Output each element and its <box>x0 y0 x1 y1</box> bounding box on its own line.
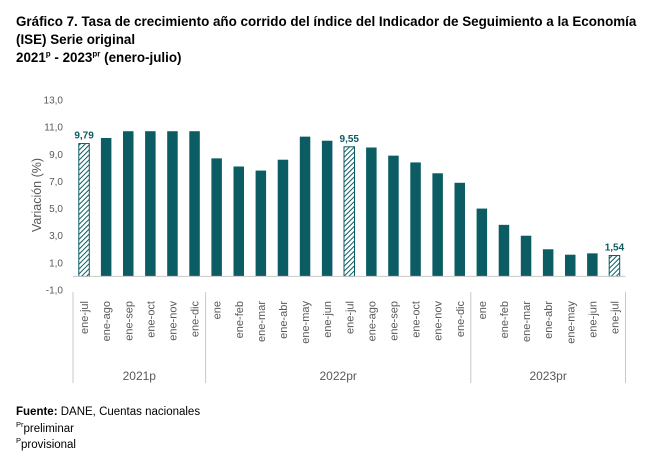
bar <box>454 182 465 277</box>
bar <box>388 155 399 277</box>
y-tick-label: 11,0 <box>44 123 63 134</box>
y-tick-label: -1,0 <box>46 286 64 297</box>
title-separator: - <box>50 50 63 65</box>
x-tick-label: ene-jun <box>587 301 599 338</box>
x-tick-label: ene-jul <box>344 301 356 334</box>
group-label: 2023pr <box>529 369 566 383</box>
x-tick-label: ene-feb <box>234 301 246 338</box>
bar <box>366 147 377 277</box>
bar <box>123 131 134 277</box>
bar <box>565 254 576 277</box>
bar <box>145 131 156 277</box>
x-tick-label: ene-oct <box>145 301 157 338</box>
title-year-start: 2021 <box>16 50 46 65</box>
note-preliminar-sup: Pr <box>16 419 24 429</box>
bar <box>255 170 267 277</box>
x-tick-label: ene-abr <box>543 301 555 339</box>
y-tick-label: 1,0 <box>49 258 63 269</box>
bar <box>321 140 333 277</box>
chart-plot-area: 13,0 11,0 9,0 7,0 5,0 3,0 1,0 -1,0 Variación (%)… <box>30 96 626 383</box>
bar <box>410 162 421 277</box>
x-tick-label: ene-may <box>300 301 312 344</box>
bar <box>277 159 289 277</box>
x-tick-label: ene-ago <box>366 301 378 341</box>
bar <box>587 253 598 277</box>
x-tick-label: ene-abr <box>278 301 290 339</box>
y-tick-label: 3,0 <box>49 231 63 242</box>
title-period: (enero-julio) <box>100 50 182 65</box>
title-line-1: Gráfico 7. Tasa de crecimiento año corri… <box>16 14 637 29</box>
bar <box>233 166 244 277</box>
y-tick-label: 5,0 <box>49 204 63 215</box>
group-label: 2021p <box>123 369 157 383</box>
y-tick-label: 7,0 <box>49 177 63 188</box>
x-tick-label: ene-dic <box>190 301 202 338</box>
bar <box>520 235 532 277</box>
bar <box>608 255 621 277</box>
bar <box>78 143 90 277</box>
bar <box>167 131 178 277</box>
note-provisional: Pprovisional <box>16 437 200 454</box>
y-axis-title: Variación (%) <box>30 158 44 232</box>
bar <box>189 131 200 277</box>
x-tick-label: ene-mar <box>521 301 533 342</box>
x-tick-label: ene-feb <box>499 301 511 338</box>
title-line-3: 2021p - 2023pr (enero-julio) <box>16 49 656 67</box>
title-year-end: 2023 <box>62 50 93 65</box>
note-preliminar-text: preliminar <box>23 422 75 435</box>
data-label: 1,54 <box>605 243 625 254</box>
bar <box>299 136 311 277</box>
source-label: Fuente: <box>16 406 58 418</box>
x-tick-label: ene-ago <box>101 301 113 341</box>
x-tick-label: ene-nov <box>167 301 179 341</box>
bar <box>542 249 554 277</box>
bar <box>211 158 222 277</box>
chart-title: Gráfico 7. Tasa de crecimiento año corri… <box>16 13 656 67</box>
title-year-end-sup: pr <box>92 49 101 59</box>
x-tick-label: ene-sep <box>388 301 400 341</box>
x-tick-label: ene-jul <box>609 301 621 334</box>
x-tick-label: ene-jun <box>322 301 334 338</box>
x-tick-label: ene-oct <box>411 301 423 338</box>
bar-chart: 13,0 11,0 9,0 7,0 5,0 3,0 1,0 -1,0 Variación (%)… <box>30 96 626 383</box>
title-line-2: (ISE) Serie original <box>16 32 136 47</box>
note-provisional-text: provisional <box>21 439 76 451</box>
bar <box>343 146 355 277</box>
data-label: 9,55 <box>340 134 360 145</box>
chart-footer: Fuente: DANE, Cuentas nacionales Prpreli… <box>16 404 200 454</box>
note-preliminar: Prpreliminar <box>16 419 200 438</box>
x-tick-label: ene <box>212 301 224 319</box>
y-tick-label: 9,0 <box>49 150 63 161</box>
x-tick-label: ene-jul <box>79 301 91 334</box>
bar <box>498 224 510 277</box>
source-line: Fuente: DANE, Cuentas nacionales <box>16 404 200 421</box>
x-tick-label: ene-dic <box>455 301 467 338</box>
group-label: 2022pr <box>320 369 357 383</box>
x-tick-label: ene-may <box>565 301 577 344</box>
source-text: DANE, Cuentas nacionales <box>57 406 201 418</box>
y-tick-label: 13,0 <box>44 96 64 107</box>
bar <box>476 208 488 277</box>
x-tick-label: ene-nov <box>433 301 445 341</box>
title-year-start-sup: p <box>45 49 51 59</box>
note-provisional-sup: P <box>16 436 22 446</box>
bar <box>432 173 443 277</box>
x-tick-label: ene-sep <box>123 301 135 341</box>
x-tick-label: ene-mar <box>256 301 268 342</box>
x-tick-label: ene <box>477 301 489 319</box>
bar <box>100 138 112 277</box>
data-label: 9,79 <box>74 131 94 142</box>
